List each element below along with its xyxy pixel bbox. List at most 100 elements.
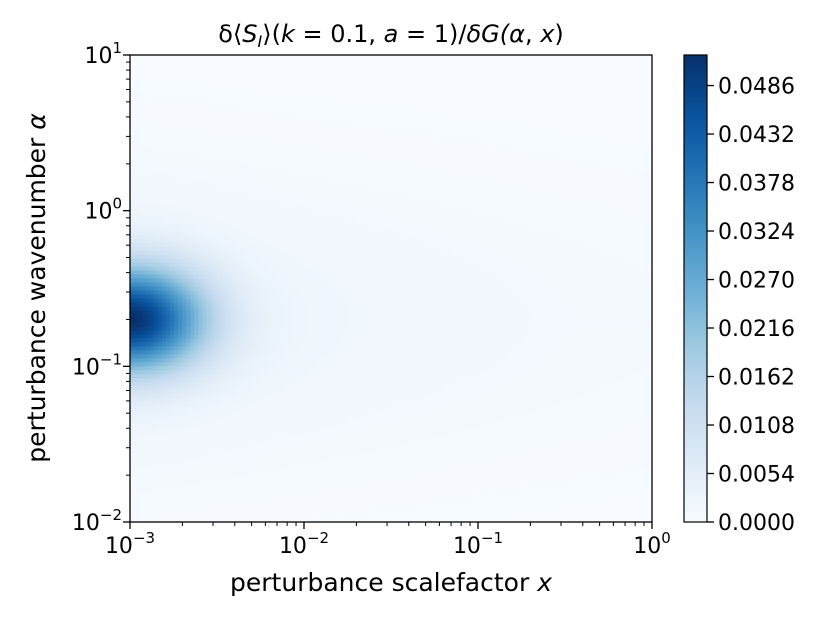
heatmap-cell [218, 55, 223, 60]
heatmap-cell [519, 198, 525, 204]
heatmap-cell [611, 142, 617, 148]
heatmap-cell [166, 174, 171, 180]
heatmap-cell [318, 182, 324, 188]
heatmap-cell [467, 202, 472, 208]
heatmap-cell [326, 142, 332, 148]
heatmap-cell [230, 174, 235, 180]
heatmap-cell [511, 58, 517, 64]
heatmap-cell [555, 55, 561, 60]
heatmap-cell [395, 94, 400, 100]
heatmap-cell [399, 166, 404, 172]
heatmap-cell [322, 154, 328, 160]
heatmap-cell [487, 110, 492, 116]
heatmap-cell [523, 182, 529, 188]
heatmap-cell [186, 62, 191, 68]
heatmap-cell [146, 186, 151, 192]
heatmap-cell [366, 62, 372, 68]
heatmap-cell [174, 154, 179, 160]
heatmap-cell [190, 198, 195, 204]
heatmap-cell [567, 198, 573, 204]
heatmap-cell [559, 154, 565, 160]
heatmap-cell [298, 110, 304, 116]
heatmap-cell [627, 170, 633, 176]
heatmap-cell [639, 118, 645, 124]
heatmap-cell [579, 186, 585, 192]
heatmap-cell [619, 142, 625, 148]
heatmap-cell [298, 118, 304, 124]
heatmap-cell [330, 74, 336, 80]
heatmap-cell [531, 62, 537, 68]
heatmap-cell [443, 154, 448, 160]
heatmap-cell [258, 94, 264, 100]
heatmap-cell [186, 134, 191, 140]
heatmap-cell [515, 166, 521, 172]
heatmap-cell [439, 90, 444, 96]
heatmap-cell [234, 70, 240, 76]
heatmap-cell [278, 190, 284, 196]
heatmap-cell [234, 182, 240, 188]
heatmap-cell [487, 194, 492, 200]
heatmap-cell [595, 138, 601, 144]
heatmap-cell [639, 106, 645, 112]
heatmap-cell [362, 138, 368, 144]
heatmap-cell [354, 202, 360, 208]
heatmap-cell [495, 138, 501, 144]
heatmap-cell [419, 98, 424, 104]
heatmap-cell [338, 102, 344, 108]
heatmap-cell [635, 130, 641, 136]
heatmap-cell [467, 142, 472, 148]
heatmap-cell [635, 78, 641, 84]
heatmap-cell [366, 66, 372, 72]
heatmap-cell [555, 166, 561, 172]
heatmap-cell [423, 118, 428, 124]
heatmap-cell [579, 66, 585, 72]
heatmap-cell [374, 55, 380, 60]
heatmap-cell [483, 98, 488, 104]
heatmap-cell [286, 114, 292, 120]
heatmap-cell [382, 70, 388, 76]
heatmap-cell [274, 202, 280, 208]
heatmap-cell [511, 102, 517, 108]
heatmap-cell [286, 206, 292, 212]
heatmap-cell [547, 62, 553, 68]
heatmap-cell [242, 102, 248, 108]
heatmap-cell [559, 94, 565, 100]
heatmap-cell [378, 142, 384, 148]
heatmap-cell [198, 194, 203, 200]
heatmap-cell [194, 66, 199, 72]
heatmap-cell [318, 150, 324, 156]
heatmap-cell [374, 130, 380, 136]
heatmap-cell [274, 170, 280, 176]
heatmap-cell [647, 202, 652, 208]
heatmap-cell [354, 122, 360, 128]
heatmap-cell [198, 134, 203, 140]
heatmap-cell [459, 138, 464, 144]
heatmap-cell [330, 118, 336, 124]
heatmap-cell [499, 194, 505, 200]
heatmap-cell [451, 58, 456, 64]
heatmap-cell [210, 182, 215, 188]
heatmap-cell [354, 182, 360, 188]
heatmap-cell [134, 66, 139, 72]
heatmap-cell [531, 162, 537, 168]
heatmap-cell [302, 70, 308, 76]
heatmap-cell [210, 142, 215, 148]
heatmap-cell [294, 202, 300, 208]
heatmap-cell [158, 122, 163, 128]
heatmap-cell [611, 198, 617, 204]
heatmap-cell [362, 198, 368, 204]
heatmap-cell [467, 102, 472, 108]
heatmap-cell [238, 190, 244, 196]
heatmap-cell [234, 114, 240, 120]
heatmap-cell [306, 78, 312, 84]
heatmap-cell [382, 202, 388, 208]
heatmap-cell [366, 138, 372, 144]
heatmap-cell [378, 126, 384, 132]
heatmap-cell [443, 98, 448, 104]
heatmap-cell [443, 122, 448, 128]
heatmap-cell [226, 186, 231, 192]
heatmap-cell [635, 126, 641, 132]
heatmap-cell [282, 150, 288, 156]
heatmap-cell [290, 78, 296, 84]
heatmap-cell [290, 146, 296, 152]
